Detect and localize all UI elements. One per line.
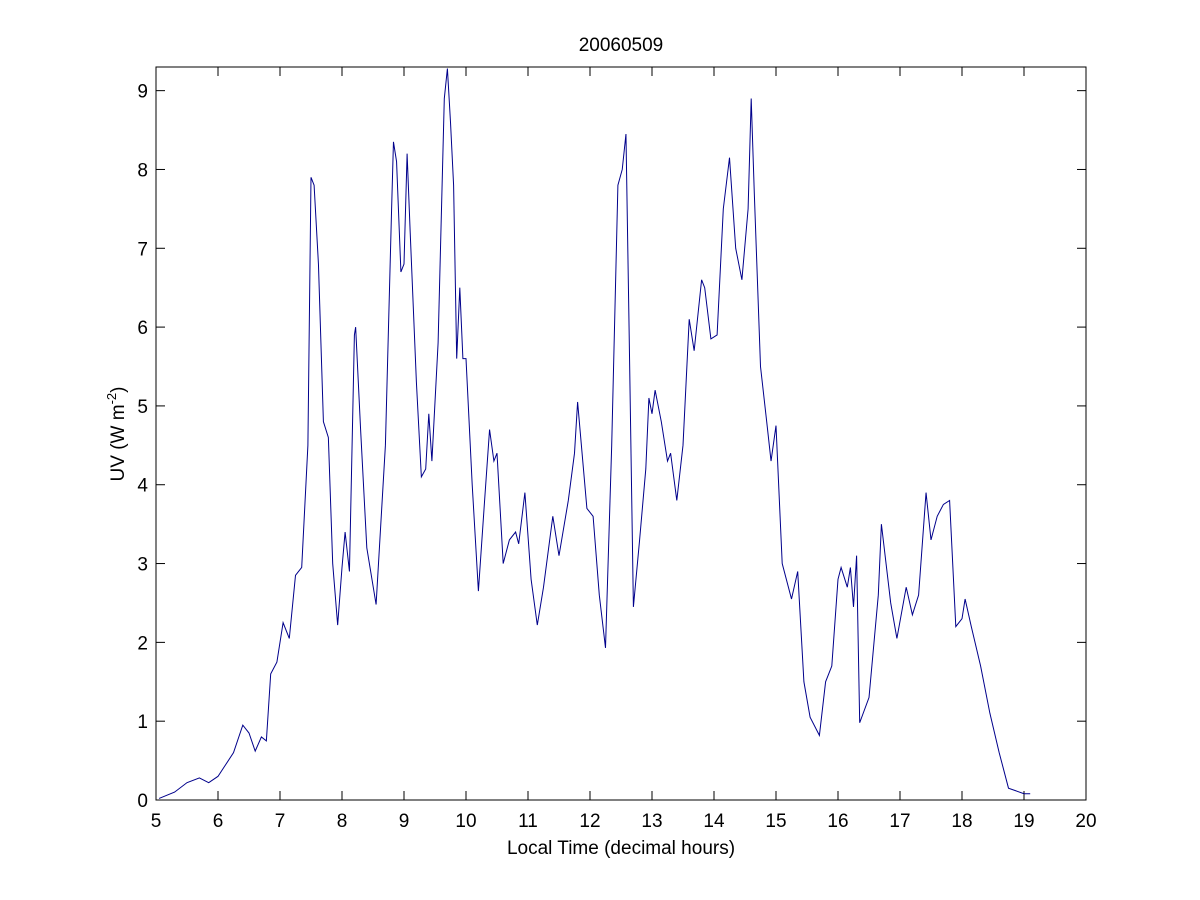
y-tick-label: 2: [137, 633, 148, 654]
y-label-text: UV (W m: [108, 404, 129, 481]
x-tick-label: 18: [951, 811, 972, 832]
x-tick-label: 15: [765, 811, 786, 832]
y-tick-label: 1: [137, 712, 148, 733]
x-tick-label: 6: [213, 811, 224, 832]
x-tick-label: 7: [275, 811, 286, 832]
x-axis-label: Local Time (decimal hours): [507, 838, 735, 859]
x-tick-label: 13: [641, 811, 662, 832]
x-tick-label: 14: [703, 811, 725, 832]
x-tick-label: 20: [1075, 811, 1096, 832]
y-tick-label: 9: [137, 82, 148, 103]
y-tick-label: 0: [137, 791, 148, 812]
x-tick-label: 17: [889, 811, 910, 832]
x-tick-label: 19: [1013, 811, 1034, 832]
data-line: [158, 68, 1031, 799]
x-tick-label: 9: [399, 811, 410, 832]
x-tick-label: 10: [455, 811, 476, 832]
y-tick-label: 6: [137, 318, 148, 339]
y-tick-label: 8: [137, 160, 148, 181]
y-tick-label: 4: [137, 476, 148, 497]
y-axis-label: UV (W m-2): [104, 387, 129, 482]
y-tick-label: 7: [137, 239, 148, 260]
x-tick-label: 16: [827, 811, 848, 832]
y-label-superscript: -2: [104, 393, 119, 405]
x-tick-label: 11: [518, 811, 538, 832]
x-tick-label: 8: [337, 811, 348, 832]
y-tick-label: 3: [137, 555, 148, 576]
y-tick-label: 5: [137, 397, 148, 418]
x-tick-label: 12: [579, 811, 600, 832]
chart-title: 20060509: [579, 35, 664, 56]
plot-area: [155, 66, 1087, 801]
x-tick-label: 5: [151, 811, 162, 832]
y-label-suffix: ): [108, 387, 129, 393]
